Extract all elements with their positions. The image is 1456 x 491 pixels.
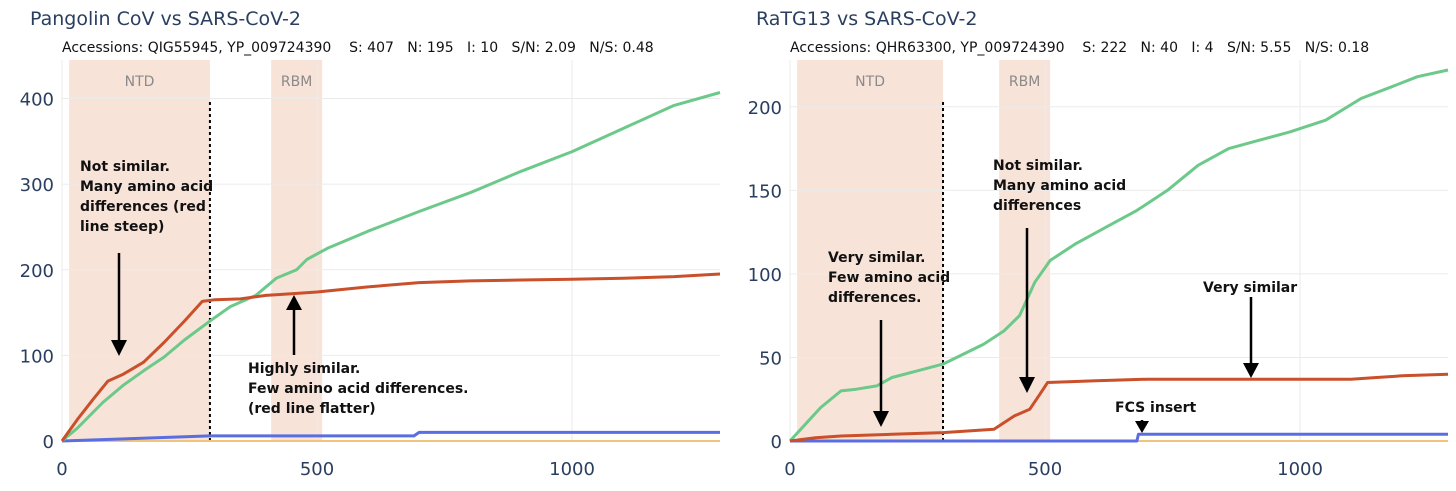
chart-panel-pangolin: Pangolin CoV vs SARS-CoV-2 Accessions: Q… xyxy=(20,8,721,480)
annotation-arrow-down xyxy=(111,253,127,356)
region-ntd xyxy=(69,60,210,441)
chart-plot-pangolin: NTD RBM 0 100 200 300 400 0 500 1000 Not similar… xyxy=(20,60,721,480)
y-tick-label: 300 xyxy=(20,175,54,196)
series-line-indel xyxy=(61,430,720,443)
nonsynonymous-count: N: 195 xyxy=(407,40,454,56)
accessions-text: Accessions: QHR63300, YP_009724390 xyxy=(790,40,1065,56)
x-tick-label: 500 xyxy=(300,459,334,480)
chart-subtitle: Accessions: QHR63300, YP_009724390 S: 22… xyxy=(790,40,1369,56)
chart-title: Pangolin CoV vs SARS-CoV-2 xyxy=(30,8,301,30)
y-tick-label: 0 xyxy=(771,432,782,453)
y-tick-label: 150 xyxy=(748,181,782,202)
s-n-ratio: S/N: 2.09 xyxy=(511,40,576,56)
x-tick-label: 1000 xyxy=(1277,459,1323,480)
y-tick-label: 200 xyxy=(748,98,782,119)
y-tick-label: 100 xyxy=(748,265,782,286)
annotation-arrow-down xyxy=(873,320,889,427)
annotation-not-similar-rbm: Not similar. Many amino acid differences xyxy=(993,158,1131,214)
chart-plot-ratg13: NTD RBM 0 50 100 150 200 0 500 1000 Very similar… xyxy=(748,60,1449,480)
series-line-nonsynonymous xyxy=(789,372,1449,443)
series-line-indel xyxy=(790,432,1448,443)
annotation-arrow-down xyxy=(1019,228,1035,393)
annotation-not-similar: Not similar. Many amino acid differences… xyxy=(80,159,218,235)
region-label-rbm: RBM xyxy=(281,74,312,90)
x-tick-label: 0 xyxy=(56,459,67,480)
series-line-nonsynonymous xyxy=(60,272,721,442)
chart-subtitle: Accessions: QIG55945, YP_009724390 S: 40… xyxy=(62,40,654,56)
n-s-ratio: N/S: 0.18 xyxy=(1304,40,1370,56)
series-line-synonymous xyxy=(788,68,1449,443)
indel-count: I: 10 xyxy=(467,40,499,56)
nonsynonymous-count: N: 40 xyxy=(1140,40,1179,56)
synonymous-count: S: 222 xyxy=(1082,40,1128,56)
annotation-arrow-up xyxy=(286,295,302,355)
region-label-ntd: NTD xyxy=(125,74,155,90)
synonymous-count: S: 407 xyxy=(349,40,394,56)
x-tick-label: 500 xyxy=(1028,459,1062,480)
region-label-ntd: NTD xyxy=(855,74,885,90)
annotation-fcs-insert: FCS insert xyxy=(1115,400,1197,416)
chart-title: RaTG13 vs SARS-CoV-2 xyxy=(756,8,978,30)
y-tick-label: 0 xyxy=(43,432,54,453)
chart-panel-ratg13: RaTG13 vs SARS-CoV-2 Accessions: QHR6330… xyxy=(728,0,1456,491)
region-rbm xyxy=(271,60,323,441)
x-tick-label: 0 xyxy=(784,459,795,480)
y-tick-label: 50 xyxy=(759,348,782,369)
x-tick-label: 1000 xyxy=(549,459,595,480)
annotation-very-similar: Very similar xyxy=(1203,280,1297,296)
indel-count: I: 4 xyxy=(1191,40,1214,56)
y-tick-label: 100 xyxy=(20,346,54,367)
s-n-ratio: S/N: 5.55 xyxy=(1226,40,1292,56)
annotation-very-similar-ntd: Very similar. Few amino acid differences… xyxy=(828,250,955,306)
region-ntd xyxy=(797,60,944,441)
n-s-ratio: N/S: 0.48 xyxy=(589,40,654,56)
y-tick-label: 400 xyxy=(20,90,54,111)
annotation-highly-similar: Highly similar. Few amino acid differenc… xyxy=(248,361,473,417)
annotation-arrow-down xyxy=(1135,420,1149,433)
annotation-arrow-down xyxy=(1243,297,1259,378)
region-label-rbm: RBM xyxy=(1009,74,1040,90)
accessions-text: Accessions: QIG55945, YP_009724390 xyxy=(62,40,332,56)
y-tick-label: 200 xyxy=(20,261,54,282)
series-line-synonymous xyxy=(61,91,721,443)
